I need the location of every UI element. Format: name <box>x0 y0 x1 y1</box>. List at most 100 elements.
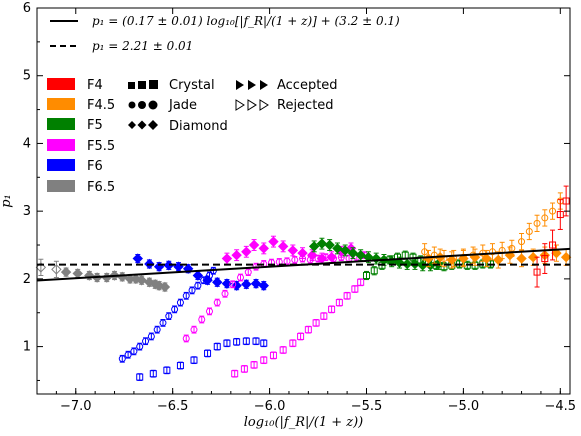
rejected-markers-icon <box>235 99 269 111</box>
data-point <box>562 197 570 205</box>
legend-label-f6-5: F6.5 <box>87 180 115 195</box>
x-tick-label: −5.0 <box>448 399 480 414</box>
data-point <box>132 253 143 264</box>
data-point <box>541 255 549 263</box>
data-point <box>362 271 370 279</box>
data-point <box>283 257 291 265</box>
data-point <box>351 285 359 293</box>
legend-label-f4-5: F4.5 <box>87 98 115 113</box>
legend-swatch-f6-5 <box>47 180 75 192</box>
data-point <box>316 238 328 249</box>
data-point <box>260 339 268 347</box>
data-point <box>357 278 365 286</box>
crystal-markers-icon <box>128 80 158 89</box>
fit-lines-layer <box>36 247 571 282</box>
data-point <box>136 373 144 381</box>
data-point <box>421 248 429 256</box>
data-point <box>130 347 138 355</box>
simulation-marker-legend: Crystal Jade Diamond <box>128 78 228 134</box>
data-point <box>258 280 269 291</box>
legend-label-f6: F6 <box>87 159 103 174</box>
data-point <box>297 332 305 340</box>
data-point <box>322 253 330 261</box>
data-point <box>190 356 198 364</box>
data-point <box>240 365 248 373</box>
data-point <box>533 268 541 276</box>
legend-label-f4: F4 <box>87 78 103 93</box>
data-point <box>163 366 171 374</box>
data-point <box>144 277 155 288</box>
data-point <box>223 339 231 347</box>
axis-ticks-layer: −7.0 −6.5 −6.0 −5.5 −5.0 −4.5 1 2 3 4 5 6 <box>23 1 576 414</box>
data-point <box>159 281 171 293</box>
data-point <box>549 241 557 249</box>
data-point <box>308 241 320 252</box>
y-tick-label: 4 <box>23 136 31 151</box>
data-point <box>339 245 351 256</box>
data-point <box>328 305 336 313</box>
data-point <box>299 255 307 263</box>
legend-swatch-f5-5 <box>47 139 75 151</box>
data-point <box>242 337 250 345</box>
data-point <box>84 270 95 281</box>
data-point <box>248 239 260 251</box>
data-point <box>370 267 378 275</box>
legend-label-jade: Jade <box>168 98 197 113</box>
data-point <box>153 261 165 272</box>
data-point <box>118 355 126 363</box>
data-point <box>124 351 132 359</box>
legend-swatch-f4 <box>47 78 75 90</box>
data-point <box>221 278 233 289</box>
y-tick-label: 5 <box>23 69 31 84</box>
data-point <box>147 332 155 340</box>
data-point <box>287 245 299 256</box>
series-f4-crystal <box>533 185 570 288</box>
data-point <box>204 349 212 357</box>
data-point <box>231 280 242 291</box>
data-point <box>335 299 343 307</box>
x-tick-label: −6.0 <box>254 399 286 414</box>
data-point <box>60 266 72 278</box>
series-f6-jade <box>118 266 217 363</box>
data-point <box>213 299 221 307</box>
data-point <box>241 246 252 257</box>
data-point <box>176 299 184 307</box>
data-point <box>176 362 184 370</box>
legend-label-diamond: Diamond <box>169 119 228 134</box>
model-color-legend: F4 F4.5 F5 F5.5 F6 F6.5 <box>47 78 115 195</box>
data-point <box>241 279 252 290</box>
series-f6-crystal <box>136 337 268 381</box>
data-point <box>488 248 496 256</box>
y-axis-label: p₁ <box>0 194 14 208</box>
legend-label-rejected: Rejected <box>277 98 334 113</box>
x-tick-label: −4.5 <box>545 399 577 414</box>
data-point <box>182 334 190 342</box>
x-tick-label: −5.5 <box>351 399 383 414</box>
series-f4-5-diamond <box>423 244 572 269</box>
data-point <box>279 346 287 354</box>
data-point <box>541 214 549 222</box>
data-point <box>304 326 312 334</box>
data-point <box>291 256 299 264</box>
legend-label-f5-5: F5.5 <box>87 139 115 154</box>
data-point <box>159 319 167 327</box>
legend-swatch-f5 <box>47 118 75 130</box>
data-point <box>173 261 184 272</box>
data-point <box>458 253 469 264</box>
data-point <box>72 268 83 279</box>
data-point <box>250 361 258 369</box>
data-point <box>269 351 277 359</box>
data-point <box>221 253 233 264</box>
data-point <box>560 251 572 263</box>
data-point <box>198 316 206 324</box>
series-f6-5-diamond <box>35 258 62 279</box>
y-tick-label: 1 <box>23 340 31 355</box>
plot-frame <box>36 7 571 395</box>
data-point <box>165 312 173 320</box>
data-point <box>481 253 492 264</box>
data-point <box>205 307 213 315</box>
data-point <box>149 370 157 378</box>
fit-legend-dashed-label: p₁ = 2.21 ± 0.01 <box>92 39 193 53</box>
series-f6-5-diamond <box>60 266 171 293</box>
x-tick-label: −6.5 <box>157 399 189 414</box>
